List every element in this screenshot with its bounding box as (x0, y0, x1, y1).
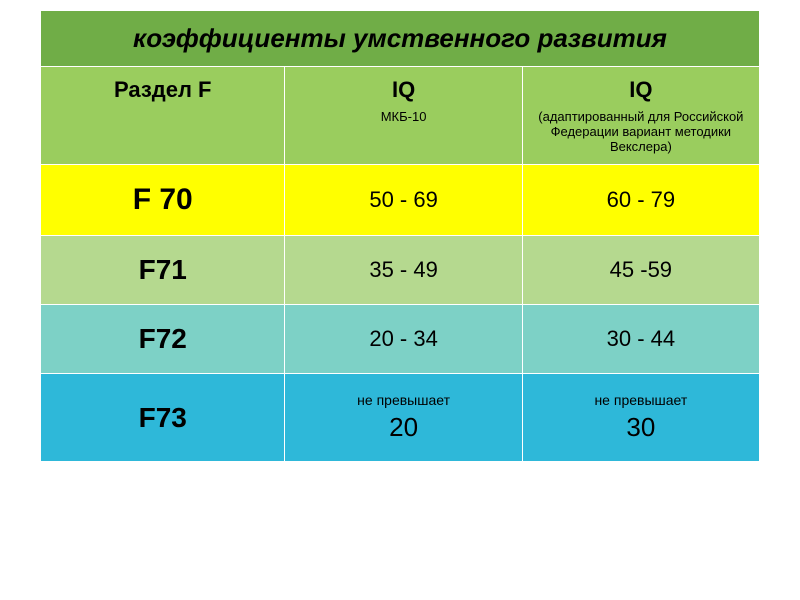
header-sub-2: (адаптированный для Российской Федерации… (529, 109, 753, 154)
row-prefix: не превышает (291, 392, 515, 408)
row-label: F 70 (41, 165, 285, 236)
header-iq-icd10: IQ МКБ-10 (285, 67, 522, 165)
header-main-1: IQ (392, 77, 415, 102)
table-row: F71 35 - 49 45 -59 (41, 236, 760, 305)
header-sub-1: МКБ-10 (291, 109, 515, 124)
row-iq-icd10: 50 - 69 (285, 165, 522, 236)
row-value: 50 - 69 (369, 187, 438, 212)
row-iq-icd10: не превышает 20 (285, 374, 522, 462)
table-row: F73 не превышает 20 не превышает 30 (41, 374, 760, 462)
header-row: Раздел F IQ МКБ-10 IQ (адаптированный дл… (41, 67, 760, 165)
row-iq-wechsler: 60 - 79 (522, 165, 759, 236)
row-label: F71 (41, 236, 285, 305)
row-iq-wechsler: 30 - 44 (522, 305, 759, 374)
row-label: F72 (41, 305, 285, 374)
row-value: 60 - 79 (607, 187, 676, 212)
table-row: F72 20 - 34 30 - 44 (41, 305, 760, 374)
title-row: коэффициенты умственного развития (41, 11, 760, 67)
row-iq-icd10: 35 - 49 (285, 236, 522, 305)
row-value: 45 -59 (610, 257, 672, 282)
iq-classification-table: коэффициенты умственного развития Раздел… (40, 10, 760, 462)
row-iq-wechsler: не превышает 30 (522, 374, 759, 462)
row-value: 20 (389, 412, 418, 442)
header-iq-wechsler: IQ (адаптированный для Российской Федера… (522, 67, 759, 165)
row-value: 30 (626, 412, 655, 442)
table-title: коэффициенты умственного развития (133, 23, 667, 53)
row-label: F73 (41, 374, 285, 462)
table-row: F 70 50 - 69 60 - 79 (41, 165, 760, 236)
header-section-f: Раздел F (41, 67, 285, 165)
row-prefix: не превышает (529, 392, 753, 408)
row-iq-icd10: 20 - 34 (285, 305, 522, 374)
row-value: 35 - 49 (369, 257, 438, 282)
row-iq-wechsler: 45 -59 (522, 236, 759, 305)
row-value: 30 - 44 (607, 326, 676, 351)
header-main-0: Раздел F (114, 77, 212, 102)
header-main-2: IQ (629, 77, 652, 102)
row-value: 20 - 34 (369, 326, 438, 351)
